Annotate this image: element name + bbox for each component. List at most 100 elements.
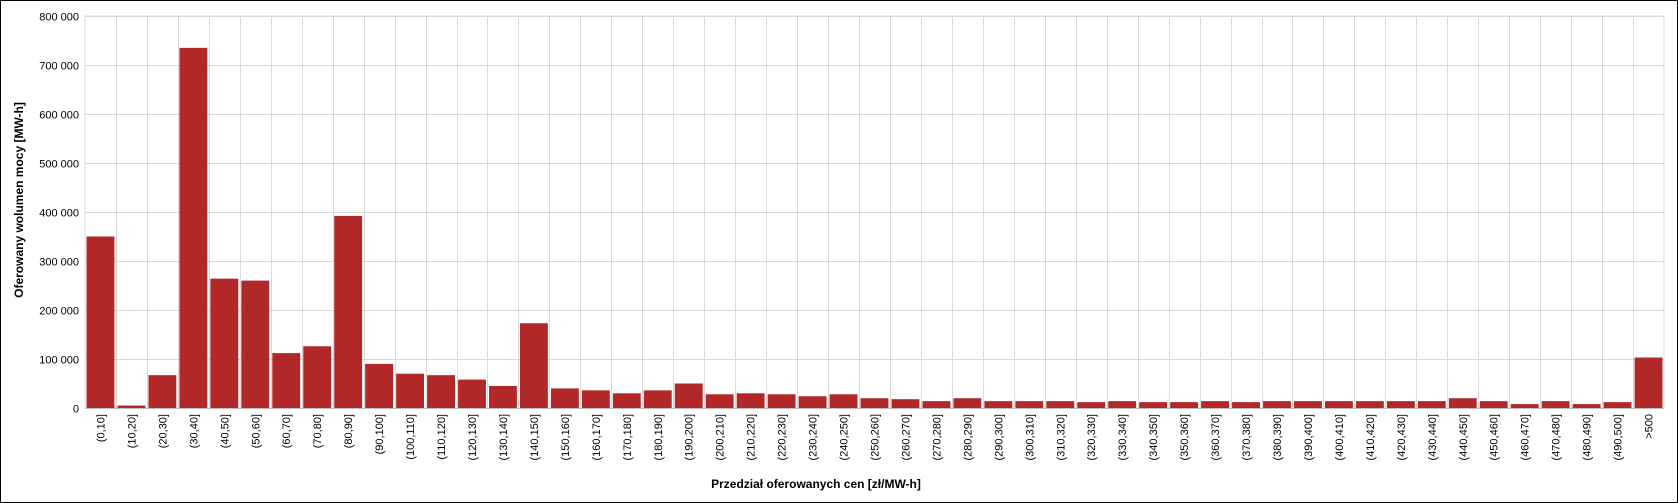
bar <box>210 278 239 408</box>
x-tick-label: (330,340] <box>1117 414 1129 460</box>
bar <box>1510 404 1539 408</box>
bar <box>984 401 1013 408</box>
x-tick-label: (300,310] <box>1024 414 1036 460</box>
x-tick-label: (270,280] <box>931 414 943 460</box>
bar <box>1046 401 1075 408</box>
x-tick-label: (450,460] <box>1489 414 1501 460</box>
x-tick-label: (390,400] <box>1303 414 1315 460</box>
bar <box>767 394 796 408</box>
x-tick-label: (80,90] <box>343 414 355 448</box>
bar <box>241 280 270 408</box>
bar <box>1232 402 1260 408</box>
x-tick-label: (20,30] <box>157 414 169 448</box>
bar <box>148 375 177 408</box>
bar <box>550 388 579 408</box>
bar <box>1417 401 1446 408</box>
bar <box>1294 401 1322 408</box>
x-tick-label: (40,50] <box>219 414 231 448</box>
x-tick-label: (260,270] <box>900 414 912 460</box>
x-tick-label: (440,450] <box>1458 414 1470 460</box>
x-tick-label: (190,200] <box>684 414 696 460</box>
x-tick-label: (340,350] <box>1148 414 1160 460</box>
y-tick-label: 0 <box>73 404 79 416</box>
x-tick-label: (70,80] <box>312 414 324 448</box>
bar <box>1355 401 1384 408</box>
x-tick-label: (180,190] <box>653 414 665 460</box>
bar <box>272 353 301 408</box>
bar <box>427 375 455 408</box>
bar <box>1479 401 1508 408</box>
bar <box>860 398 889 408</box>
bar <box>365 363 394 408</box>
bar <box>1170 402 1199 408</box>
bar <box>1603 402 1632 408</box>
bar <box>953 398 982 408</box>
y-tick-label: 300 000 <box>39 257 79 269</box>
x-tick-label: (30,40] <box>188 414 200 448</box>
x-tick-label: (120,130] <box>467 414 479 460</box>
bar <box>1324 401 1353 408</box>
bar <box>458 379 486 408</box>
bar <box>396 373 425 408</box>
bar <box>1139 402 1168 408</box>
bar <box>674 383 703 408</box>
x-tick-label: (100,110] <box>405 414 417 460</box>
bar <box>829 394 858 408</box>
x-tick-label: (90,100] <box>374 414 386 454</box>
x-tick-label: (370,380] <box>1241 414 1253 460</box>
y-axis-title: Oferowany wolumen mocy [MW-h] <box>12 102 26 298</box>
bar <box>891 399 920 408</box>
x-tick-label: (400,410] <box>1334 414 1346 460</box>
x-tick-label: (360,370] <box>1210 414 1222 460</box>
bar <box>612 393 641 408</box>
x-tick-label: (430,440] <box>1427 414 1439 460</box>
x-tick-label: (250,260] <box>870 414 882 460</box>
x-tick-label: (140,150] <box>529 414 541 460</box>
x-tick-label: (460,470] <box>1520 414 1532 460</box>
bar <box>1386 401 1415 408</box>
bar <box>705 394 734 408</box>
bar <box>1108 401 1137 408</box>
x-tick-label: (130,140] <box>498 414 510 460</box>
x-tick-label: >500 <box>1644 414 1656 439</box>
bar <box>86 236 115 408</box>
x-tick-label: (220,230] <box>777 414 789 460</box>
bar <box>489 385 517 408</box>
x-tick-label: (10,20] <box>126 414 138 448</box>
x-tick-label: (310,320] <box>1055 414 1067 460</box>
x-tick-label: (490,500] <box>1613 414 1625 460</box>
axis-layer: 0 100 000 200 000 300 000 400 000 500 000 600 … <box>39 12 1664 460</box>
bar <box>334 215 363 408</box>
x-tick-label: (200,210] <box>715 414 727 460</box>
y-tick-label: 800 000 <box>39 12 79 24</box>
bar <box>643 390 672 408</box>
bar <box>1572 404 1601 408</box>
x-tick-label: (290,300] <box>993 414 1005 460</box>
bar <box>520 323 548 408</box>
bar <box>1634 357 1663 408</box>
x-tick-label: (380,390] <box>1272 414 1284 460</box>
bar <box>303 346 332 408</box>
x-tick-label: (170,180] <box>622 414 634 460</box>
bar <box>117 405 146 408</box>
bar <box>1448 398 1477 408</box>
x-tick-label: (110,120] <box>436 414 448 460</box>
y-tick-label: 100 000 <box>39 355 79 367</box>
x-tick-label: (150,160] <box>560 414 572 460</box>
bar <box>1077 402 1106 408</box>
bar <box>1541 401 1570 408</box>
x-tick-label: (160,170] <box>591 414 603 460</box>
bar-layer <box>86 47 1663 408</box>
x-tick-label: (410,420] <box>1365 414 1377 460</box>
x-tick-label: (470,480] <box>1551 414 1563 460</box>
x-tick-label: (60,70] <box>281 414 293 448</box>
x-tick-label: (50,60] <box>250 414 262 448</box>
x-tick-label: (320,330] <box>1086 414 1098 460</box>
x-tick-label: (0,10] <box>95 414 107 442</box>
y-tick-label: 600 000 <box>39 110 79 122</box>
y-tick-label: 400 000 <box>39 208 79 220</box>
bar <box>1015 401 1044 408</box>
bar <box>179 47 208 408</box>
y-tick-label: 200 000 <box>39 306 79 318</box>
